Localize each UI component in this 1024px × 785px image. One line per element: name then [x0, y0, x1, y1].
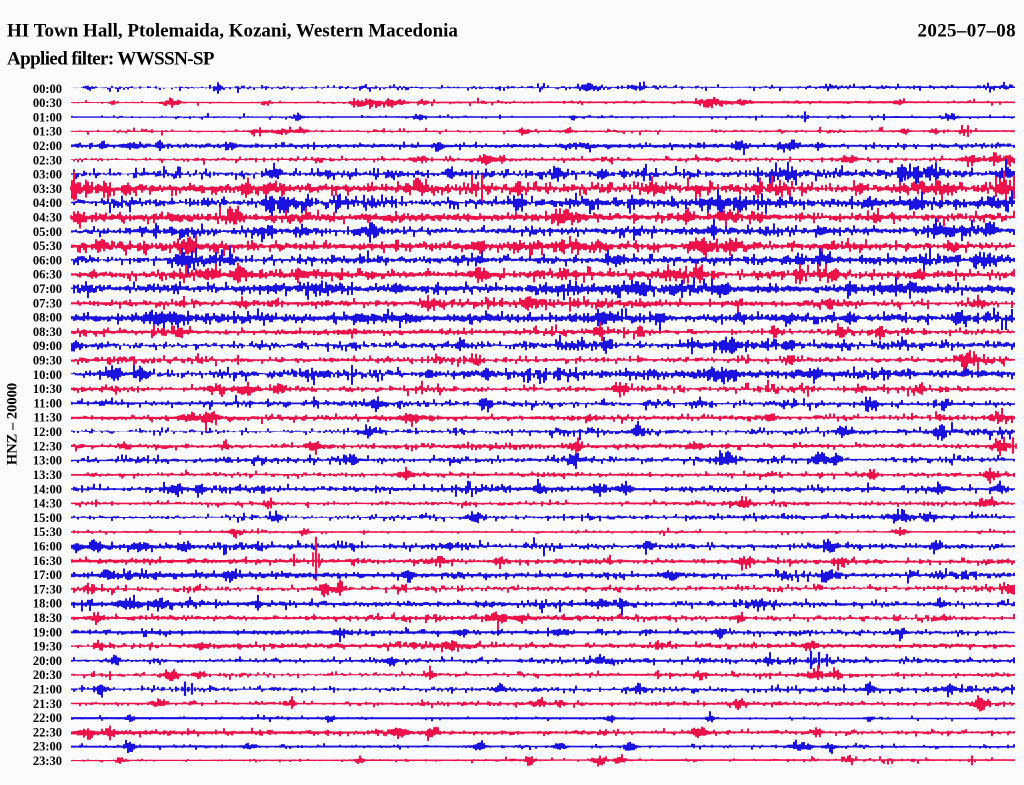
svg-text:17:00: 17:00 — [33, 568, 62, 582]
svg-text:19:00: 19:00 — [33, 625, 62, 639]
svg-text:11:00: 11:00 — [34, 396, 62, 410]
svg-text:12:00: 12:00 — [33, 425, 62, 439]
svg-text:07:00: 07:00 — [33, 282, 62, 296]
svg-text:00:30: 00:30 — [33, 96, 62, 110]
svg-text:10:00: 10:00 — [33, 368, 62, 382]
svg-text:13:30: 13:30 — [33, 468, 62, 482]
svg-text:18:30: 18:30 — [33, 611, 62, 625]
svg-text:07:30: 07:30 — [33, 296, 62, 310]
svg-text:11:30: 11:30 — [34, 411, 62, 425]
svg-text:03:30: 03:30 — [33, 182, 62, 196]
svg-text:22:30: 22:30 — [33, 725, 62, 739]
svg-text:01:00: 01:00 — [33, 110, 62, 124]
svg-text:22:00: 22:00 — [33, 711, 62, 725]
svg-text:23:00: 23:00 — [33, 740, 62, 754]
svg-text:09:30: 09:30 — [33, 354, 62, 368]
svg-text:05:30: 05:30 — [33, 239, 62, 253]
svg-text:04:00: 04:00 — [33, 196, 62, 210]
svg-text:12:30: 12:30 — [33, 439, 62, 453]
svg-text:05:00: 05:00 — [33, 225, 62, 239]
svg-text:21:30: 21:30 — [33, 697, 62, 711]
svg-text:HI Town Hall, Ptolemaida, Koza: HI Town Hall, Ptolemaida, Kozani, Wester… — [7, 21, 458, 42]
svg-text:09:00: 09:00 — [33, 339, 62, 353]
svg-text:16:30: 16:30 — [33, 554, 62, 568]
svg-text:00:00: 00:00 — [33, 82, 62, 96]
svg-text:17:30: 17:30 — [33, 582, 62, 596]
svg-text:01:30: 01:30 — [33, 125, 62, 139]
svg-text:23:30: 23:30 — [33, 754, 62, 768]
svg-text:08:00: 08:00 — [33, 311, 62, 325]
svg-text:16:00: 16:00 — [33, 540, 62, 554]
svg-text:06:00: 06:00 — [33, 253, 62, 267]
svg-text:2025–07–08: 2025–07–08 — [918, 21, 1017, 42]
svg-text:14:00: 14:00 — [33, 482, 62, 496]
svg-text:15:00: 15:00 — [33, 511, 62, 525]
svg-text:08:30: 08:30 — [33, 325, 62, 339]
svg-text:20:30: 20:30 — [33, 668, 62, 682]
svg-text:15:30: 15:30 — [33, 525, 62, 539]
svg-text:04:30: 04:30 — [33, 211, 62, 225]
svg-text:20:00: 20:00 — [33, 654, 62, 668]
svg-text:21:00: 21:00 — [33, 683, 62, 697]
svg-text:13:00: 13:00 — [33, 454, 62, 468]
svg-text:18:00: 18:00 — [33, 597, 62, 611]
svg-text:02:30: 02:30 — [33, 153, 62, 167]
svg-text:14:30: 14:30 — [33, 497, 62, 511]
svg-text:19:30: 19:30 — [33, 640, 62, 654]
svg-text:HNZ – 20000: HNZ – 20000 — [5, 383, 21, 465]
svg-text:06:30: 06:30 — [33, 268, 62, 282]
svg-text:02:00: 02:00 — [33, 139, 62, 153]
svg-text:Applied filter: WWSSN-SP: Applied filter: WWSSN-SP — [7, 49, 215, 70]
svg-text:10:30: 10:30 — [33, 382, 62, 396]
svg-text:03:00: 03:00 — [33, 168, 62, 182]
